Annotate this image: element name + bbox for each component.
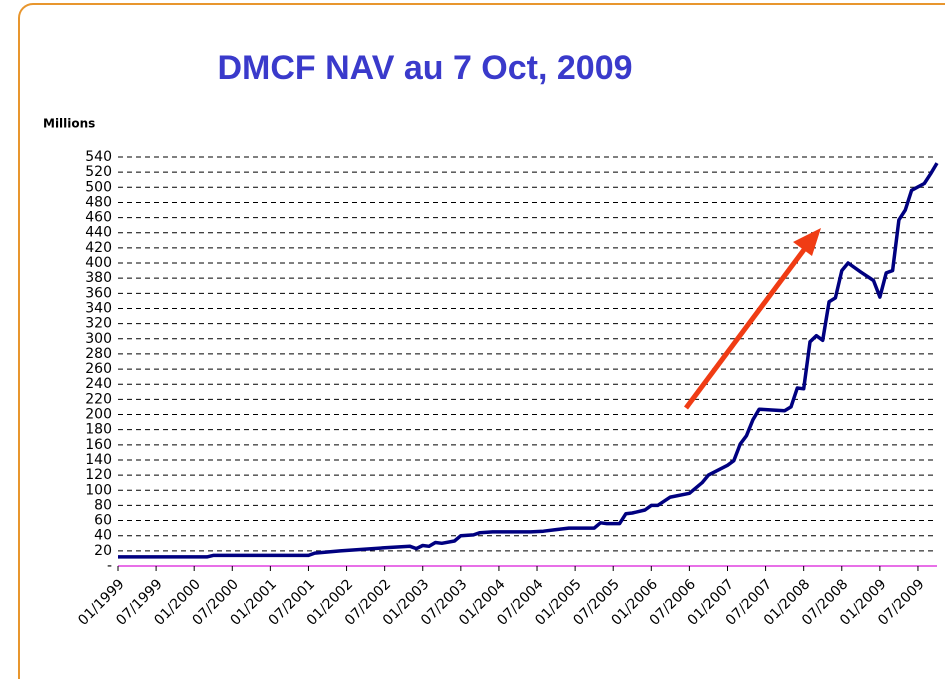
- y-tick-label: 160: [85, 437, 112, 453]
- y-tick-label: 80: [94, 497, 112, 513]
- y-tick-label: 120: [85, 467, 112, 483]
- data-line: [118, 162, 939, 559]
- trend-arrow-head: [793, 228, 821, 256]
- y-tick-label: 180: [85, 422, 112, 438]
- y-tick-label: 460: [85, 210, 112, 226]
- y-tick-label: 540: [85, 149, 112, 165]
- y-tick-label: 200: [85, 407, 112, 423]
- y-tick-label: 320: [85, 316, 112, 332]
- y-tick-label: 400: [85, 255, 112, 271]
- y-tick-label: -: [107, 558, 112, 574]
- y-tick-label: 260: [85, 361, 112, 377]
- y-tick-label: 240: [85, 376, 112, 392]
- y-axis-label: Millions: [43, 117, 95, 131]
- y-tick-label: 280: [85, 346, 112, 362]
- y-tick-label: 360: [85, 285, 112, 301]
- y-tick-label: 520: [85, 164, 112, 180]
- y-tick-label: 420: [85, 240, 112, 256]
- y-tick-label: 40: [94, 528, 112, 544]
- trend-arrow: [683, 245, 809, 410]
- y-tick-label: 300: [85, 331, 112, 347]
- frame: [18, 3, 945, 679]
- y-tick-label: 100: [85, 482, 112, 498]
- y-tick-label: 480: [85, 194, 112, 210]
- chart-title: DMCF NAV au 7 Oct, 2009: [217, 49, 632, 87]
- y-tick-label: 140: [85, 452, 112, 468]
- y-tick-label: 440: [85, 225, 112, 241]
- y-tick-label: 380: [85, 270, 112, 286]
- y-tick-label: 60: [94, 513, 112, 529]
- y-tick-label: 20: [94, 543, 112, 559]
- y-tick-label: 500: [85, 179, 112, 195]
- y-tick-label: 220: [85, 391, 112, 407]
- plot-area: -204060801001201401601802002202402602803…: [75, 149, 939, 629]
- y-tick-label: 340: [85, 300, 112, 316]
